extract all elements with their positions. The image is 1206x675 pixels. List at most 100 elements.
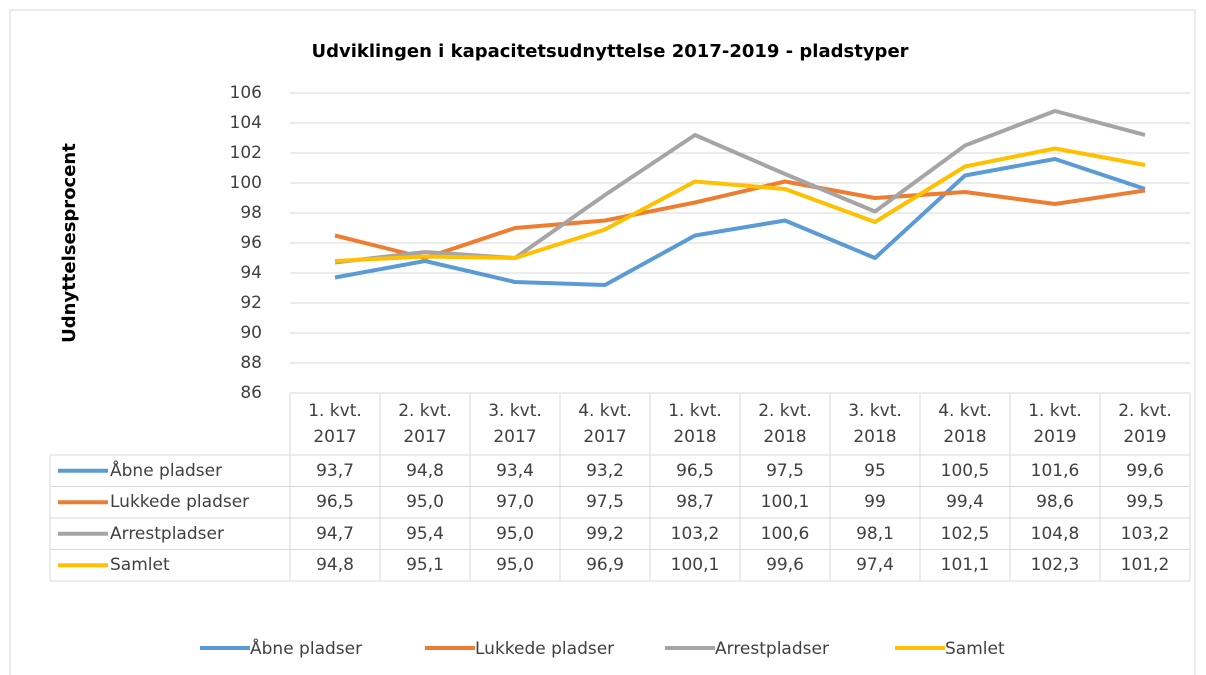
y-axis-label: Udnyttelsesprocent	[59, 143, 80, 343]
table-value-text: 99,6	[1126, 460, 1164, 481]
x-tick-label: 1. kvt. 2018	[650, 393, 740, 455]
x-tick-label: 4. kvt. 2017	[560, 393, 650, 455]
x-tick-label-text: 4. kvt. 2018	[938, 401, 992, 447]
x-tick-label: 2. kvt. 2019	[1100, 393, 1190, 455]
table-value: 97,5	[740, 455, 830, 487]
x-tick-label: 1. kvt. 2017	[290, 393, 380, 455]
table-value: 101,6	[1010, 455, 1100, 487]
x-tick-label: 2. kvt. 2018	[740, 393, 830, 455]
y-tick-label: 102	[230, 143, 262, 163]
table-value-text: 97,4	[856, 555, 894, 576]
table-value-text: 102,3	[1030, 555, 1080, 576]
table-value: 103,2	[650, 518, 740, 550]
table-value-text: 98,1	[856, 523, 894, 544]
table-value-text: 98,7	[676, 492, 714, 513]
x-tick-label: 3. kvt. 2017	[470, 393, 560, 455]
series-line	[334, 146, 1146, 263]
table-value: 97,4	[830, 550, 920, 582]
table-value-text: 95,0	[496, 523, 534, 544]
table-value: 104,8	[1010, 518, 1100, 550]
series-line	[334, 109, 1146, 265]
table-value: 99,6	[1100, 455, 1190, 487]
table-value: 93,2	[560, 455, 650, 487]
chart-frame	[9, 9, 1196, 675]
table-value-text: 93,2	[586, 460, 624, 481]
y-tick-label: 100	[230, 173, 262, 193]
table-value-text: 95	[864, 460, 886, 481]
table-value-text: 94,7	[316, 523, 354, 544]
x-tick-label: 4. kvt. 2018	[920, 393, 1010, 455]
table-value-text: 95,4	[406, 523, 444, 544]
table-value: 100,6	[740, 518, 830, 550]
table-value: 96,5	[650, 455, 740, 487]
table-row-label: Åbne pladser	[110, 455, 290, 487]
table-value-text: 95,0	[406, 492, 444, 513]
table-row-label: Arrestpladser	[110, 518, 290, 550]
table-value-text: 104,8	[1030, 523, 1080, 544]
table-value-text: 96,5	[676, 460, 714, 481]
table-value: 95,1	[380, 550, 470, 582]
table-value: 93,4	[470, 455, 560, 487]
table-row-label-text: Samlet	[110, 555, 170, 576]
table-value-text: 102,5	[940, 523, 990, 544]
table-value-text: 103,2	[1120, 523, 1170, 544]
table-value: 98,6	[1010, 487, 1100, 519]
table-value: 101,1	[920, 550, 1010, 582]
table-row-label: Lukkede pladser	[110, 487, 290, 519]
table-value-text: 97,5	[766, 460, 804, 481]
chart-title: Udviklingen i kapacitetsudnyttelse 2017-…	[311, 41, 908, 62]
table-value-text: 103,2	[670, 523, 720, 544]
table-value-text: 97,0	[496, 492, 534, 513]
x-tick-label: 3. kvt. 2018	[830, 393, 920, 455]
table-row-label-text: Arrestpladser	[110, 523, 224, 544]
table-value: 99,2	[560, 518, 650, 550]
table-value-text: 99	[864, 492, 886, 513]
x-tick-label: 1. kvt. 2019	[1010, 393, 1100, 455]
table-value: 100,5	[920, 455, 1010, 487]
table-value-text: 94,8	[406, 460, 444, 481]
y-tick-label: 92	[240, 293, 262, 313]
table-value-text: 101,6	[1030, 460, 1080, 481]
table-value-text: 99,6	[766, 555, 804, 576]
table-value: 99,5	[1100, 487, 1190, 519]
table-value: 94,8	[380, 455, 470, 487]
series-line	[334, 157, 1146, 287]
table-value-text: 97,5	[586, 492, 624, 513]
table-value: 100,1	[740, 487, 830, 519]
table-value-text: 101,1	[940, 555, 990, 576]
table-value: 94,8	[290, 550, 380, 582]
table-value: 96,9	[560, 550, 650, 582]
legend-label: Samlet	[945, 639, 1005, 659]
y-tick-label: 98	[240, 203, 262, 223]
table-value: 99,6	[740, 550, 830, 582]
table-value-text: 99,4	[946, 492, 984, 513]
x-tick-label-text: 1. kvt. 2019	[1028, 401, 1082, 447]
table-value-text: 99,5	[1126, 492, 1164, 513]
table-value: 97,0	[470, 487, 560, 519]
x-tick-label-text: 3. kvt. 2018	[848, 401, 902, 447]
table-value: 95,4	[380, 518, 470, 550]
table-value: 95,0	[380, 487, 470, 519]
table-value: 97,5	[560, 487, 650, 519]
table-value: 100,1	[650, 550, 740, 582]
x-tick-label-text: 2. kvt. 2017	[398, 401, 452, 447]
table-value-text: 99,2	[586, 523, 624, 544]
x-tick-label-text: 1. kvt. 2018	[668, 401, 722, 447]
table-value: 99,4	[920, 487, 1010, 519]
table-value: 96,5	[290, 487, 380, 519]
table-value: 94,7	[290, 518, 380, 550]
y-tick-label: 86	[240, 383, 262, 403]
table-value-text: 100,6	[760, 523, 810, 544]
y-tick-label: 88	[240, 353, 262, 373]
table-row-label: Samlet	[110, 550, 290, 582]
table-value: 95,0	[470, 550, 560, 582]
series-line	[334, 179, 1146, 260]
table-value-text: 96,5	[316, 492, 354, 513]
table-value-text: 98,6	[1036, 492, 1074, 513]
y-tick-label: 96	[240, 233, 262, 253]
table-value-text: 93,7	[316, 460, 354, 481]
table-value: 102,3	[1010, 550, 1100, 582]
legend-label: Arrestpladser	[715, 639, 829, 659]
legend-label: Åbne pladser	[250, 637, 362, 659]
table-value: 98,1	[830, 518, 920, 550]
